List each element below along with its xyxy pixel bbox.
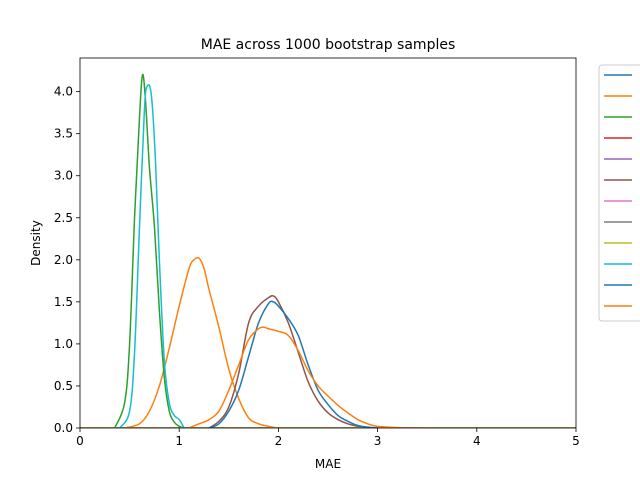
y-tick-label: 4.0 bbox=[54, 85, 73, 99]
x-tick-label: 1 bbox=[175, 434, 183, 448]
series-line-12 bbox=[188, 326, 418, 428]
y-axis-label: Density bbox=[29, 220, 43, 266]
x-tick-label: 5 bbox=[572, 434, 580, 448]
legend bbox=[598, 64, 640, 322]
series-line-10 bbox=[119, 83, 185, 428]
y-tick-label: 2.5 bbox=[54, 211, 73, 225]
x-tick-label: 3 bbox=[374, 434, 382, 448]
y-tick-label: 0.5 bbox=[54, 379, 73, 393]
y-tick-label: 1.0 bbox=[54, 337, 73, 351]
series-group bbox=[80, 73, 576, 428]
y-tick-label: 1.5 bbox=[54, 295, 73, 309]
series-line-2 bbox=[124, 256, 279, 428]
x-tick-label: 0 bbox=[76, 434, 84, 448]
plot-frame bbox=[79, 57, 577, 429]
x-tick-label: 4 bbox=[473, 434, 481, 448]
y-tick-label: 3.5 bbox=[54, 127, 73, 141]
x-tick-label: 2 bbox=[275, 434, 283, 448]
y-tick-label: 0.0 bbox=[54, 421, 73, 435]
legend-box bbox=[598, 64, 640, 322]
chart-title: MAE across 1000 bootstrap samples bbox=[201, 37, 456, 53]
series-line-3 bbox=[114, 73, 185, 428]
y-tick-label: 2.0 bbox=[54, 253, 73, 267]
x-axis-label: MAE bbox=[315, 457, 341, 471]
x-axis: 0 1 2 3 4 5 bbox=[76, 428, 580, 448]
y-tick-label: 3.0 bbox=[54, 169, 73, 183]
series-line-11 bbox=[208, 300, 378, 428]
plot-area bbox=[79, 57, 577, 429]
y-axis: 0.0 0.5 1.0 1.5 2.0 2.5 3.0 3.5 4.0 bbox=[54, 85, 80, 435]
